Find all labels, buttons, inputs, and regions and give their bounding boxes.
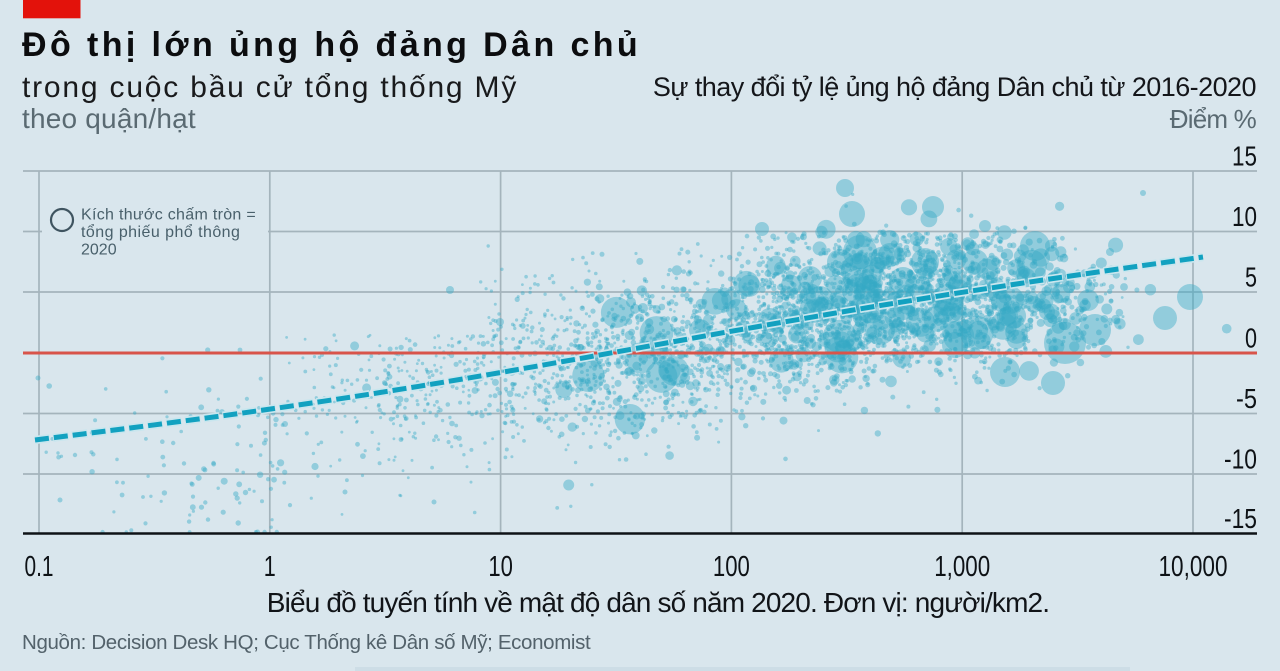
- svg-text:10: 10: [488, 551, 513, 583]
- svg-text:tổng phiếu phổ thông: tổng phiếu phổ thông: [81, 223, 240, 241]
- svg-text:1,000: 1,000: [934, 551, 990, 583]
- svg-text:Kích thước chấm tròn =: Kích thước chấm tròn =: [81, 207, 256, 224]
- svg-text:-5: -5: [1236, 383, 1257, 414]
- svg-text:theo quận/hạt: theo quận/hạt: [22, 103, 196, 134]
- svg-text:1: 1: [264, 551, 276, 583]
- svg-text:-15: -15: [1224, 503, 1257, 534]
- svg-text:5: 5: [1245, 262, 1257, 293]
- svg-text:2020: 2020: [81, 242, 117, 259]
- svg-text:10,000: 10,000: [1159, 551, 1228, 583]
- svg-text:Sự thay đổi tỷ lệ ủng hộ đảng: Sự thay đổi tỷ lệ ủng hộ đảng Dân chủ từ…: [653, 72, 1256, 102]
- svg-text:Biểu đồ tuyến tính về mật độ d: Biểu đồ tuyến tính về mật độ dân số năm …: [267, 587, 1049, 618]
- svg-text:15: 15: [1232, 141, 1257, 172]
- svg-text:Điểm %: Điểm %: [1170, 104, 1257, 134]
- svg-text:0: 0: [1245, 323, 1257, 354]
- svg-text:0.1: 0.1: [25, 551, 54, 583]
- svg-text:Nguồn: Decision Desk HQ; Cục T: Nguồn: Decision Desk HQ; Cục Thống kê Dâ…: [22, 631, 591, 654]
- svg-text:Đô thị lớn ủng hộ đảng Dân chủ: Đô thị lớn ủng hộ đảng Dân chủ: [22, 26, 641, 64]
- svg-text:100: 100: [713, 551, 750, 583]
- svg-text:-10: -10: [1224, 444, 1257, 475]
- svg-text:trong cuộc bầu cử tổng thống M: trong cuộc bầu cử tổng thống Mỹ: [22, 71, 518, 104]
- svg-text:10: 10: [1232, 201, 1257, 232]
